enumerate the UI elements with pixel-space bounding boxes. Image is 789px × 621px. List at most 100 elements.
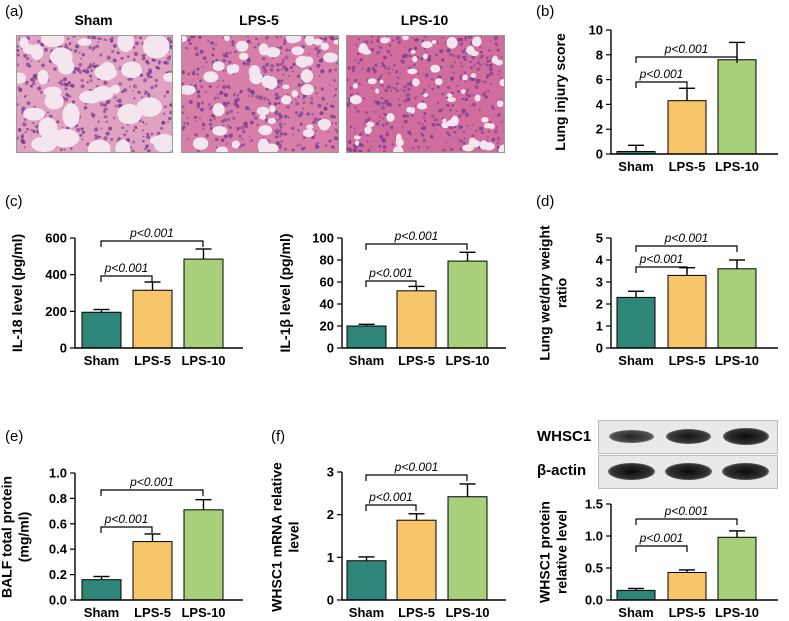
alveolar-space: [435, 78, 443, 86]
cell-nucleus: [141, 57, 145, 61]
cell-nucleus: [72, 70, 76, 74]
cell-nucleus: [400, 88, 403, 91]
western-blot-beta-actin: [598, 455, 778, 489]
cell-nucleus: [353, 145, 358, 150]
cell-nucleus: [471, 102, 477, 107]
cell-nucleus: [403, 85, 407, 89]
cell-nucleus: [487, 89, 490, 93]
p-value-label: p<0.001: [394, 460, 439, 474]
cell-nucleus: [365, 40, 369, 44]
cell-nucleus: [303, 146, 307, 149]
significance-bracket: [635, 545, 688, 552]
y-tick-label: 6: [596, 72, 603, 87]
cell-nucleus: [212, 47, 216, 51]
cell-nucleus: [276, 68, 280, 72]
cell-nucleus: [414, 139, 418, 143]
cell-nucleus: [315, 121, 318, 124]
cell-nucleus: [486, 56, 489, 60]
cell-nucleus: [201, 123, 205, 126]
cell-nucleus: [103, 110, 106, 114]
cell-nucleus: [201, 100, 203, 103]
cell-nucleus: [201, 102, 204, 105]
y-tick-label: 8: [596, 47, 603, 62]
cell-nucleus: [250, 139, 253, 142]
cell-nucleus: [241, 138, 244, 141]
cell-nucleus: [227, 118, 231, 122]
cell-nucleus: [376, 50, 381, 55]
cell-nucleus: [30, 60, 32, 63]
cell-nucleus: [163, 105, 168, 109]
cell-nucleus: [314, 46, 319, 51]
cell-nucleus: [268, 102, 272, 105]
cell-nucleus: [168, 110, 172, 115]
cell-nucleus: [315, 130, 318, 132]
cell-nucleus: [383, 55, 387, 60]
cell-nucleus: [186, 116, 189, 119]
cell-nucleus: [467, 36, 472, 39]
cell-nucleus: [34, 125, 37, 128]
y-axis-label: BALF total protein: [0, 476, 15, 598]
cell-nucleus: [408, 49, 411, 53]
cell-nucleus: [323, 106, 328, 111]
cell-nucleus: [420, 132, 424, 136]
cell-nucleus: [391, 39, 395, 42]
cell-nucleus: [476, 67, 481, 71]
cell-nucleus: [93, 62, 96, 65]
cell-nucleus: [282, 42, 286, 46]
cell-nucleus: [199, 79, 202, 83]
cell-nucleus: [423, 112, 427, 116]
bar-lps-10: [717, 268, 757, 349]
cell-nucleus: [355, 43, 358, 46]
cell-nucleus: [446, 85, 451, 90]
cell-nucleus: [311, 113, 315, 116]
cell-nucleus: [161, 120, 166, 125]
cell-nucleus: [311, 135, 315, 140]
cell-nucleus: [133, 97, 136, 100]
cell-nucleus: [222, 58, 227, 63]
cell-nucleus: [431, 114, 435, 119]
cell-nucleus: [239, 90, 242, 94]
alveolar-space: [375, 88, 379, 94]
y-tick-label: 400: [45, 267, 67, 282]
cell-nucleus: [302, 94, 307, 98]
cell-nucleus: [361, 144, 364, 148]
alveolar-space: [230, 64, 240, 74]
cell-nucleus: [489, 40, 492, 42]
panel-letter-a: (a): [5, 3, 24, 20]
significance-bracket: [100, 526, 153, 533]
alveolar-space: [461, 89, 466, 94]
cell-nucleus: [18, 87, 23, 92]
alveolar-space: [431, 40, 437, 44]
alveolar-space: [103, 62, 115, 74]
p-value-label: p<0.001: [664, 42, 709, 56]
cell-nucleus: [482, 80, 485, 83]
cell-nucleus: [198, 36, 202, 39]
cell-nucleus: [81, 53, 86, 57]
alveolar-space: [30, 44, 44, 60]
alveolar-space: [142, 36, 170, 59]
alveolar-space: [462, 74, 468, 81]
cell-nucleus: [182, 82, 184, 86]
cell-nucleus: [299, 122, 303, 126]
cell-nucleus: [487, 136, 489, 139]
cell-nucleus: [410, 55, 413, 58]
cell-nucleus: [464, 97, 468, 102]
cell-nucleus: [413, 104, 417, 107]
cell-nucleus: [406, 85, 408, 87]
cell-nucleus: [279, 143, 283, 147]
cell-nucleus: [109, 38, 111, 40]
cell-nucleus: [292, 62, 296, 66]
cell-nucleus: [92, 64, 97, 69]
x-tick-label: LPS-5: [669, 159, 706, 174]
cell-nucleus: [253, 46, 257, 49]
cell-nucleus: [370, 36, 374, 38]
alveolar-space: [289, 36, 302, 43]
cell-nucleus: [70, 83, 75, 88]
alveolar-space: [136, 97, 163, 117]
cell-nucleus: [330, 104, 333, 108]
cell-nucleus: [105, 107, 109, 111]
cell-nucleus: [444, 41, 447, 45]
cell-nucleus: [489, 59, 491, 62]
cell-nucleus: [196, 90, 201, 94]
cell-nucleus: [63, 148, 66, 151]
